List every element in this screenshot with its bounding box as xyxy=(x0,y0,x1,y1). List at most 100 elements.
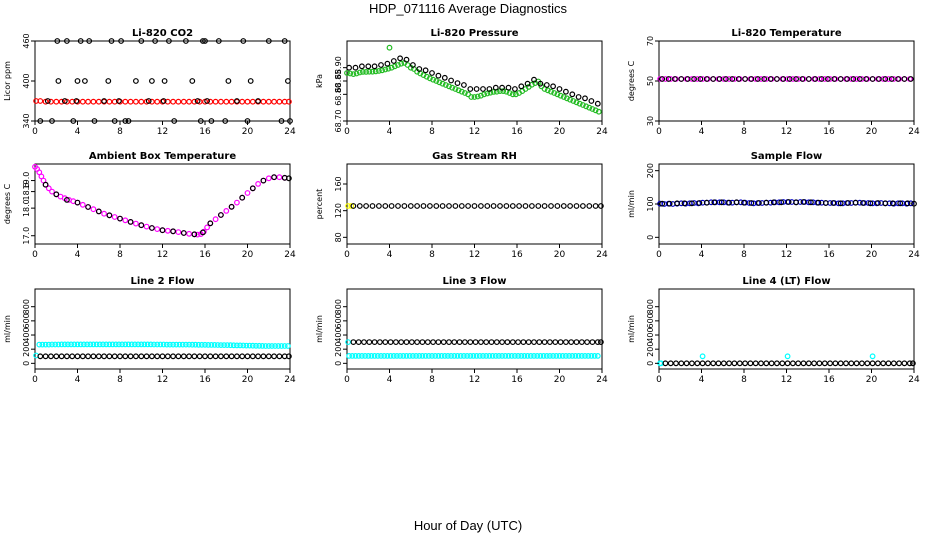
data-point xyxy=(419,339,426,346)
data-point xyxy=(882,76,889,82)
data-point xyxy=(345,203,352,209)
data-point xyxy=(212,353,219,360)
series-magenta xyxy=(32,163,288,238)
data-point xyxy=(381,353,388,359)
data-point xyxy=(189,341,196,348)
data-point xyxy=(483,353,490,359)
data-point xyxy=(106,212,113,219)
data-point xyxy=(588,353,595,359)
data-point xyxy=(223,207,230,214)
data-point xyxy=(119,341,125,348)
data-point xyxy=(455,87,462,94)
y-tick-label: 600 xyxy=(334,313,343,328)
panel-title: Sample Flow xyxy=(751,151,823,162)
data-point xyxy=(452,203,459,209)
data-point xyxy=(175,98,182,105)
data-point xyxy=(907,200,914,207)
data-point xyxy=(378,353,384,359)
data-point xyxy=(569,91,576,98)
data-point xyxy=(196,353,203,360)
data-point xyxy=(531,339,537,346)
data-point xyxy=(699,353,706,360)
data-point xyxy=(90,206,97,213)
data-point xyxy=(117,215,123,222)
data-point xyxy=(175,353,182,360)
y-tick-label: 600 xyxy=(22,313,31,328)
panel-title: Li-820 CO2 xyxy=(132,28,193,39)
data-point xyxy=(180,98,187,105)
data-point xyxy=(582,353,588,359)
data-point xyxy=(237,342,244,349)
data-point xyxy=(55,78,62,84)
data-point xyxy=(567,96,573,103)
data-point xyxy=(541,203,548,209)
data-point xyxy=(584,339,590,346)
data-point xyxy=(207,353,214,360)
data-point xyxy=(233,98,240,104)
data-point xyxy=(480,86,486,92)
data-point xyxy=(429,70,435,76)
y-tick-label: 18.6 xyxy=(22,183,31,201)
data-point xyxy=(439,203,446,209)
data-point xyxy=(96,341,103,348)
y-tick-label: 19.0 xyxy=(22,172,31,190)
data-point xyxy=(265,98,272,105)
data-point xyxy=(286,353,292,360)
data-point xyxy=(111,353,118,360)
data-point xyxy=(359,63,365,70)
data-point xyxy=(441,353,448,359)
data-point xyxy=(472,339,479,346)
data-point xyxy=(393,339,399,346)
data-point xyxy=(45,185,52,192)
data-point xyxy=(726,360,732,367)
x-tick-label: 16 xyxy=(199,250,211,260)
data-point xyxy=(164,353,171,360)
x-tick-label: 24 xyxy=(596,250,608,260)
data-point xyxy=(723,76,729,82)
data-point xyxy=(705,360,711,367)
data-point xyxy=(566,353,572,359)
data-point xyxy=(578,353,585,359)
data-point xyxy=(397,55,404,62)
data-point xyxy=(233,199,240,206)
series-black xyxy=(350,203,604,209)
y-axis-label: degrees C xyxy=(3,183,12,224)
data-point xyxy=(363,68,370,75)
data-point xyxy=(132,98,139,105)
data-point xyxy=(573,339,580,346)
data-point xyxy=(63,196,70,203)
data-point xyxy=(832,360,839,367)
data-point xyxy=(425,353,432,359)
x-tick-label: 12 xyxy=(781,375,792,385)
data-point xyxy=(159,227,166,234)
panel-gas-stream-rh: Gas Stream RH 0 4 8 12 16 20 24 80 120 160 percent xyxy=(315,151,608,260)
data-point xyxy=(217,212,224,218)
data-point xyxy=(387,353,394,359)
data-point xyxy=(74,78,81,84)
data-point xyxy=(518,83,525,90)
data-point xyxy=(449,84,456,91)
data-point xyxy=(657,76,663,82)
data-point xyxy=(350,339,357,346)
figure-x-axis-label: Hour of Day (UTC) xyxy=(413,518,523,533)
data-point xyxy=(101,210,107,217)
data-point xyxy=(395,203,401,209)
data-point xyxy=(889,200,896,207)
data-point xyxy=(420,203,427,209)
data-point xyxy=(109,341,116,348)
data-point xyxy=(217,342,224,349)
data-point xyxy=(84,341,90,348)
data-point xyxy=(260,98,267,105)
data-point xyxy=(132,220,139,227)
data-point xyxy=(720,360,727,367)
data-point xyxy=(194,98,201,104)
data-point xyxy=(265,343,272,349)
y-tick-label: 50 xyxy=(646,76,655,86)
y-axis-label: ml/min xyxy=(627,190,636,218)
data-point xyxy=(678,360,685,367)
data-point xyxy=(552,339,559,346)
data-point xyxy=(228,203,235,210)
data-point xyxy=(394,353,400,359)
data-point xyxy=(384,353,391,359)
data-point xyxy=(223,98,230,105)
